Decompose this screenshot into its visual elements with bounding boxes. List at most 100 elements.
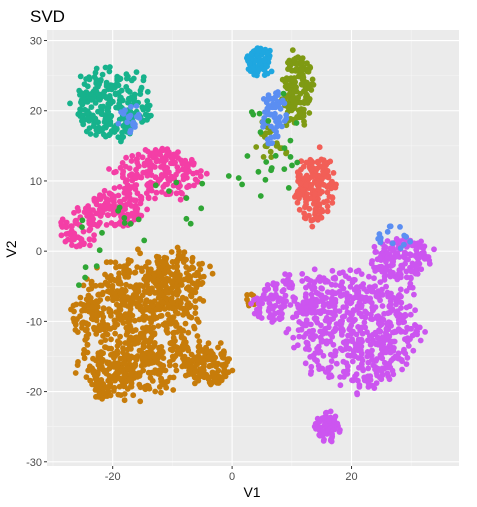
data-point	[128, 377, 135, 383]
data-point	[126, 165, 133, 172]
data-point	[117, 279, 123, 285]
data-point	[156, 344, 163, 351]
data-point	[308, 182, 315, 188]
data-point	[286, 60, 293, 67]
data-point	[360, 294, 367, 301]
data-point	[185, 300, 192, 306]
data-point	[409, 263, 416, 269]
data-point	[114, 77, 121, 84]
data-point	[367, 341, 374, 348]
data-point	[319, 365, 326, 372]
data-point	[90, 299, 96, 306]
data-point	[166, 177, 173, 184]
data-point	[369, 316, 376, 323]
data-point	[132, 91, 138, 98]
data-point	[68, 227, 75, 234]
data-point	[173, 367, 180, 374]
data-point	[168, 160, 174, 167]
data-point	[106, 206, 113, 212]
data-point	[303, 284, 309, 291]
data-point	[115, 120, 122, 127]
data-point	[379, 286, 385, 293]
data-point	[259, 300, 266, 307]
data-point	[368, 260, 375, 267]
data-point	[147, 299, 154, 306]
data-point	[163, 327, 170, 334]
data-point	[350, 276, 357, 283]
data-point	[304, 100, 311, 106]
data-point	[144, 98, 151, 104]
data-point	[401, 232, 408, 239]
data-point	[325, 324, 332, 331]
data-point	[108, 345, 115, 352]
data-point	[316, 201, 323, 207]
data-point	[155, 255, 162, 262]
data-point	[146, 385, 153, 392]
data-point	[198, 348, 205, 354]
data-point	[149, 285, 155, 292]
data-point	[110, 197, 117, 203]
data-point	[345, 352, 351, 359]
y-tick-label: -30	[26, 457, 42, 469]
data-point	[290, 334, 297, 341]
data-point	[271, 126, 278, 133]
data-point	[71, 209, 77, 216]
data-point	[196, 372, 203, 379]
data-point	[395, 271, 402, 277]
data-point	[153, 358, 159, 364]
data-point	[124, 75, 130, 82]
data-point	[336, 429, 343, 435]
data-point	[159, 299, 166, 306]
data-point	[329, 289, 336, 295]
data-point	[381, 310, 387, 317]
data-point	[107, 95, 113, 102]
y-axis-label: V2	[3, 240, 19, 257]
data-point	[99, 318, 106, 325]
data-point	[121, 391, 128, 397]
data-point	[145, 113, 152, 120]
data-point	[77, 106, 83, 113]
data-point	[306, 205, 313, 212]
data-point	[399, 366, 405, 373]
data-point	[124, 346, 131, 353]
data-point	[58, 219, 64, 226]
data-point	[127, 129, 133, 136]
data-point	[299, 278, 306, 284]
data-point	[316, 432, 323, 438]
data-point	[100, 306, 107, 312]
data-point	[123, 154, 129, 161]
data-point	[107, 259, 114, 265]
data-point	[279, 97, 286, 104]
data-point	[304, 191, 310, 197]
data-point	[143, 324, 150, 331]
data-point	[377, 322, 384, 329]
data-point	[124, 365, 131, 372]
data-point	[319, 295, 326, 302]
data-point	[76, 282, 82, 288]
data-point	[81, 303, 87, 310]
data-point	[160, 321, 167, 328]
data-point	[383, 266, 389, 273]
data-point	[321, 338, 328, 345]
data-point	[196, 338, 203, 345]
data-point	[194, 357, 201, 364]
data-point	[215, 344, 221, 351]
data-point	[270, 295, 276, 302]
data-point	[115, 207, 121, 214]
data-point	[404, 338, 411, 345]
data-point	[147, 158, 153, 165]
data-point	[354, 390, 360, 396]
data-point	[387, 349, 394, 356]
data-point	[158, 189, 165, 195]
data-point	[397, 286, 404, 293]
data-point	[268, 68, 275, 75]
data-point	[320, 303, 327, 309]
data-point	[152, 290, 158, 296]
data-point	[87, 377, 94, 384]
data-point	[422, 329, 428, 335]
data-point	[186, 168, 193, 175]
data-point	[106, 360, 112, 366]
data-point	[323, 167, 330, 174]
data-point	[251, 310, 258, 317]
data-point	[158, 172, 165, 178]
